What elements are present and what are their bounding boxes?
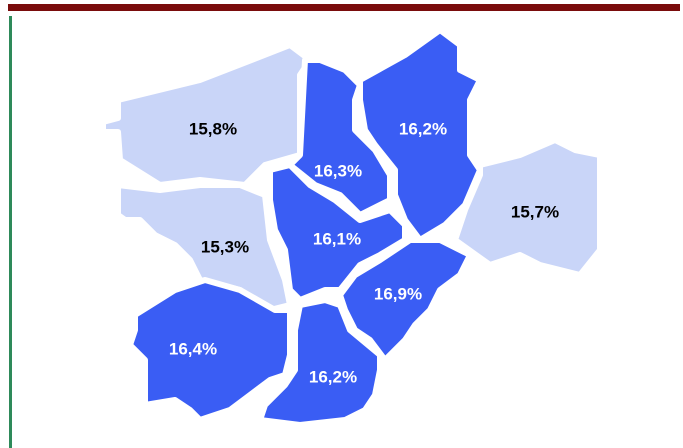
region-label: 15,3% <box>201 237 249 256</box>
region <box>452 137 603 278</box>
region <box>257 297 383 428</box>
left-rule <box>9 16 12 448</box>
region-label: 16,4% <box>169 339 217 358</box>
top-bar <box>8 4 680 11</box>
region-label: 16,1% <box>313 229 361 248</box>
region-label: 15,8% <box>189 119 237 138</box>
region <box>127 277 293 423</box>
region <box>100 42 313 188</box>
region-label: 16,9% <box>374 284 422 303</box>
regions: 15,8% 16,3% 16,2% 15,7% 15,3% 16,1% 16,9% 16,4%… <box>100 27 603 428</box>
region-label: 16,3% <box>314 161 362 180</box>
region-label: 16,2% <box>309 367 357 386</box>
region-label: 15,7% <box>511 202 559 221</box>
region-label: 16,2% <box>399 119 447 138</box>
region <box>267 162 408 303</box>
region <box>337 237 473 363</box>
